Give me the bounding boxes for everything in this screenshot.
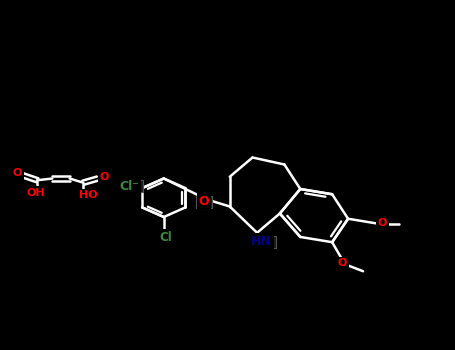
Text: O: O — [100, 172, 109, 182]
Text: Cl⁻: Cl⁻ — [120, 180, 140, 193]
Text: O: O — [378, 218, 387, 228]
FancyBboxPatch shape — [119, 180, 143, 192]
Text: O: O — [338, 258, 347, 268]
FancyBboxPatch shape — [251, 236, 276, 248]
Text: HO: HO — [80, 190, 98, 200]
Text: Cl: Cl — [160, 231, 172, 244]
Text: O: O — [13, 168, 22, 178]
Text: O: O — [198, 195, 209, 208]
Text: HN: HN — [251, 235, 272, 248]
FancyBboxPatch shape — [196, 196, 212, 208]
Text: OH: OH — [26, 188, 45, 198]
